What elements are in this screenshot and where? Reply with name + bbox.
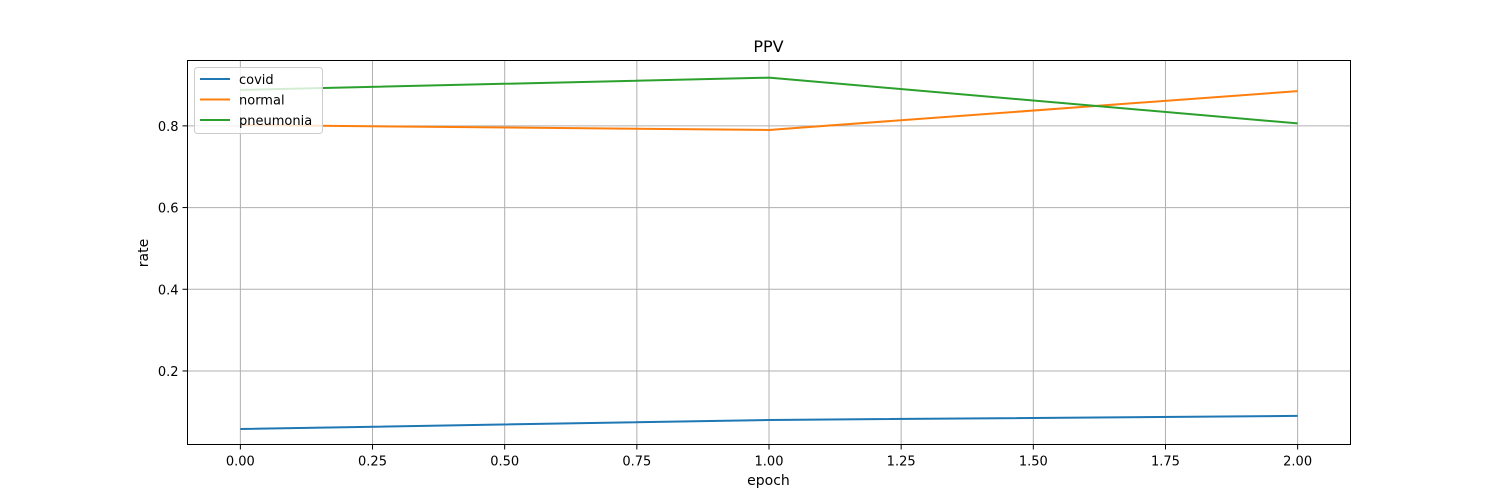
y-tick-label: 0.6: [158, 202, 179, 217]
x-tick-label: 0.25: [358, 455, 387, 470]
grid-layer: [187, 60, 1351, 445]
tick-layer: 0.00 0.25 0.50 0.75 1.00 1.25 1.50 1.75 2.00 0.2 0…: [158, 120, 1312, 470]
y-tick-label: 0.4: [158, 283, 179, 298]
x-tick-label: 2.00: [1283, 455, 1312, 470]
x-tick-label: 1.00: [755, 455, 784, 470]
series-line-normal: [240, 90, 1298, 131]
x-tick-label: 1.50: [1019, 455, 1048, 470]
x-axis-label: epoch: [747, 473, 790, 489]
x-tick-label: 0.75: [622, 455, 651, 470]
y-tick-label: 0.8: [158, 120, 179, 135]
y-axis-label: rate: [136, 239, 152, 267]
legend-label-normal: normal: [239, 94, 285, 109]
legend-label-covid: covid: [239, 73, 274, 88]
series-line-covid: [240, 414, 1298, 430]
series-layer: [240, 76, 1298, 430]
legend-box: [194, 67, 323, 134]
legend: covid normal pneumonia: [194, 67, 323, 134]
legend-label-pneumonia: pneumonia: [239, 114, 312, 129]
x-tick-label: 0.50: [490, 455, 519, 470]
x-tick-label: 1.75: [1151, 455, 1180, 470]
x-tick-label: 1.25: [887, 455, 916, 470]
x-tick-label: 0.00: [226, 455, 255, 470]
y-tick-label: 0.2: [158, 365, 179, 380]
series-line-pneumonia: [240, 76, 1298, 125]
chart-title: PPV: [753, 37, 783, 56]
